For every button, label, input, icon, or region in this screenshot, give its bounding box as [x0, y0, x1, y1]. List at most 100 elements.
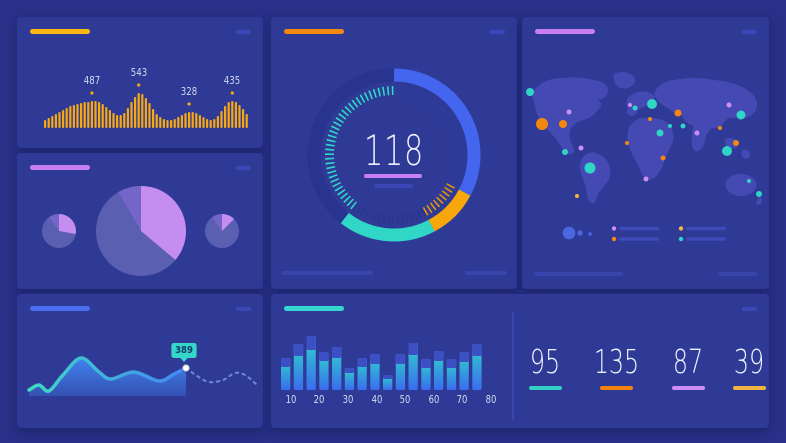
map-data-dot: [668, 124, 672, 128]
map-data-dot: [718, 126, 722, 130]
gauge-ring-segment: [340, 212, 435, 242]
chart-tooltip: 389: [171, 343, 197, 362]
wave-bar: [58, 112, 61, 128]
map-data-dot: [656, 129, 664, 137]
map-data-dot: [526, 88, 534, 96]
gauge-tick-ring: [422, 183, 455, 216]
wave-bar: [144, 98, 147, 128]
wave-bar: [173, 119, 176, 128]
pie-charts: [42, 186, 239, 276]
card-footer-line: [465, 271, 507, 275]
card-title-bar: [284, 29, 344, 34]
stats-panel: 95 135 87 39: [524, 342, 770, 390]
stat-value: 95: [529, 342, 561, 381]
map-data-dot: [575, 194, 579, 198]
wave-bar: [112, 113, 115, 128]
peak-dot: [137, 83, 141, 87]
stat-item: 39: [728, 342, 770, 390]
world-continents: [532, 72, 762, 205]
legend-label-line: [619, 237, 659, 241]
legend-size-bubble: [588, 232, 592, 236]
stat-item: 95: [524, 342, 566, 390]
wave-bar: [54, 114, 57, 128]
wave-bar: [105, 107, 108, 128]
gauge-ring-segment: [428, 189, 471, 232]
x-axis-label: 80: [485, 394, 497, 406]
map-data-dot: [536, 118, 548, 130]
wave-bar: [206, 119, 209, 128]
legend-size-bubble: [562, 226, 576, 240]
map-data-dot: [756, 191, 762, 197]
peak-dot: [187, 102, 191, 106]
card-world-map: [522, 17, 769, 289]
card-menu-pill: [236, 166, 251, 170]
map-data-dot: [660, 155, 666, 161]
line-series-solid: [27, 356, 188, 393]
wave-bar: [80, 103, 83, 128]
wave-bar: [83, 102, 86, 128]
map-data-dot: [733, 140, 739, 146]
wave-bar: [116, 115, 119, 128]
pie-slice: [59, 214, 76, 234]
bar: [344, 368, 355, 390]
map-layer: [526, 72, 762, 205]
peak-value-label: 435: [224, 74, 241, 87]
wave-bar: [76, 104, 79, 128]
wave-bar: [65, 108, 68, 128]
wave-bar: [177, 117, 180, 128]
wave-bar: [195, 113, 198, 128]
wave-bar: [152, 109, 155, 128]
bar-cap: [446, 359, 457, 368]
card-pie-charts: [17, 153, 263, 289]
wave-bar: [44, 120, 47, 128]
stat-underline: [528, 386, 562, 390]
bar-cap: [370, 354, 380, 364]
gauge-ring-segment: [393, 68, 481, 196]
wave-bar: [119, 115, 122, 128]
wave-bar: [170, 120, 173, 128]
wave-bar: [159, 117, 162, 128]
gauge-underline-accent: [364, 174, 422, 178]
bar-cap: [344, 368, 355, 373]
stat-value: 135: [593, 342, 640, 381]
card-menu-pill: [236, 307, 251, 311]
map-data-dot: [722, 146, 732, 156]
wave-bar: [245, 114, 248, 128]
wave-bar: [72, 105, 75, 128]
legend-dot: [678, 226, 684, 231]
bar-cap: [408, 343, 418, 355]
wave-bar: [98, 102, 101, 128]
pie-slice: [141, 186, 186, 260]
card-menu-pill: [490, 30, 505, 34]
x-axis-label: 70: [456, 394, 468, 406]
x-axis-label: 60: [428, 394, 440, 406]
map-data-dot: [628, 103, 632, 107]
map-data-dot: [578, 145, 584, 151]
map-data-dot: [736, 110, 746, 120]
bar-cap: [293, 344, 304, 356]
wave-bar: [227, 102, 230, 128]
wave-bar: [137, 93, 140, 128]
gauge-donut-chart: [307, 68, 481, 242]
stat-value: 39: [733, 342, 765, 381]
peak-value-label: 328: [180, 85, 198, 98]
card-gauge-chart: 118: [271, 17, 517, 289]
pie-slice: [222, 214, 235, 231]
legend-label-line: [686, 226, 726, 231]
map-data-dot: [726, 102, 732, 108]
legend-size-bubble: [577, 230, 583, 236]
map-data-dot: [680, 123, 686, 129]
pie-slice: [49, 214, 59, 231]
map-data-dot: [747, 179, 751, 183]
wave-bar: [108, 110, 111, 128]
card-line-chart: 389: [17, 294, 263, 428]
card-menu-pill: [742, 30, 757, 34]
legend-label-line: [619, 226, 659, 231]
map-data-dot: [559, 120, 567, 128]
bar-cap: [357, 358, 367, 367]
legend-label-line: [686, 237, 726, 241]
card-menu-pill: [742, 307, 757, 311]
card-bars-and-stats: 95 135 87 39 10 20 30 40 50 60 70 80: [271, 294, 769, 428]
pie-slice: [118, 186, 141, 231]
